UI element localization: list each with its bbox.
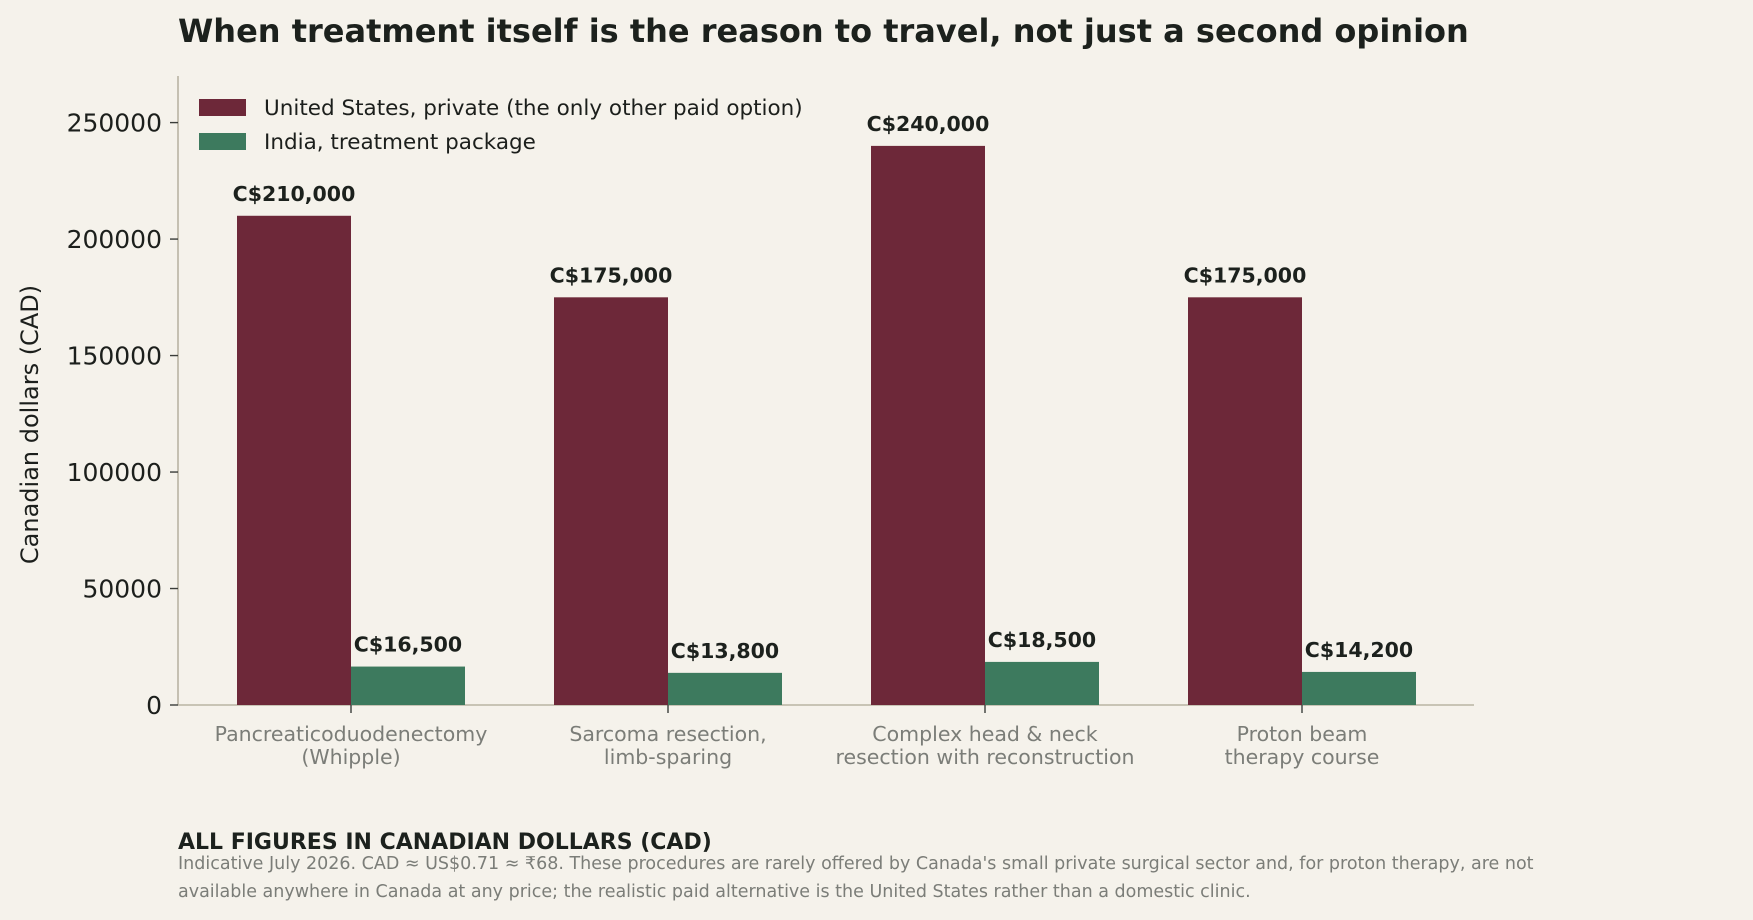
bar-india (668, 672, 782, 705)
data-label: C$14,200 (1305, 638, 1413, 662)
data-label: C$16,500 (354, 633, 462, 657)
x-tick-label-line: (Whipple) (301, 745, 400, 769)
y-tick-label: 50000 (82, 575, 162, 604)
x-tick-label-line: resection with reconstruction (835, 745, 1134, 769)
legend-swatch (199, 133, 246, 150)
y-tick-label: 200000 (67, 225, 162, 254)
y-tick-label: 250000 (67, 109, 162, 138)
y-axis-title: Canadian dollars (CAD) (16, 285, 44, 564)
data-label: C$175,000 (550, 263, 673, 287)
bar-us (871, 145, 985, 705)
notes-body: Indicative July 2026. CAD ≈ US$0.71 ≈ ₹6… (178, 850, 1738, 906)
x-tick-label-line: Complex head & neck (872, 722, 1098, 746)
bar-us (1188, 297, 1302, 705)
legend-label: India, treatment package (264, 130, 536, 155)
legend-label: United States, private (the only other p… (264, 96, 803, 121)
data-label: C$18,500 (988, 628, 1096, 652)
y-tick-label: 150000 (67, 342, 162, 371)
x-tick-label-line: Sarcoma resection, (569, 722, 766, 746)
x-tick-label-line: Proton beam (1237, 722, 1368, 746)
bar-us (554, 297, 668, 705)
bar-india (351, 666, 465, 705)
legend-swatch (199, 99, 246, 116)
bar-us (237, 215, 351, 705)
data-label: C$240,000 (867, 112, 990, 136)
x-tick-label: Complex head & neck resection with recons… (835, 722, 1134, 769)
y-tick-label: 100000 (67, 458, 162, 487)
notes-body-line-2: available anywhere in Canada at any pric… (178, 882, 1251, 902)
x-tick-label-line: therapy course (1225, 745, 1380, 769)
notes-heading: ALL FIGURES IN CANADIAN DOLLARS (CAD) (178, 830, 712, 855)
data-label: C$175,000 (1184, 263, 1307, 287)
chart-notes: ALL FIGURES IN CANADIAN DOLLARS (CAD) In… (178, 830, 1738, 906)
chart-title: When treatment itself is the reason to t… (178, 12, 1469, 50)
x-tick-label-line: limb-sparing (604, 745, 732, 769)
x-tick-label-line: Pancreaticoduodenectomy (215, 722, 488, 746)
bar-india (1302, 671, 1416, 705)
data-label: C$13,800 (671, 639, 779, 663)
y-tick-label: 0 (146, 691, 162, 720)
bar-india (985, 661, 1099, 705)
x-tick-label: Sarcoma resection, limb-sparing (569, 722, 766, 769)
x-tick-label: Pancreaticoduodenectomy (Whipple) (215, 722, 488, 769)
data-label: C$210,000 (233, 182, 356, 206)
x-tick-label: Proton beam therapy course (1225, 722, 1380, 769)
notes-body-line-1: Indicative July 2026. CAD ≈ US$0.71 ≈ ₹6… (178, 854, 1534, 874)
